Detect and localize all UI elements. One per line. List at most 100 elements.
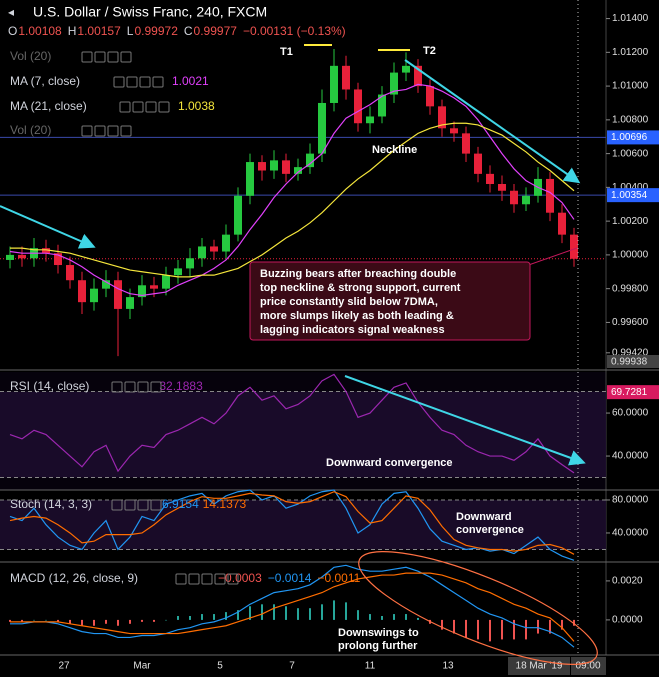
- y-tick-label: 1.00600: [612, 148, 649, 159]
- histogram-bar: [213, 614, 215, 620]
- y-tick-label: 0.99600: [612, 317, 649, 328]
- histogram-bar: [201, 614, 203, 620]
- level-label: 1.00696: [611, 132, 648, 143]
- legend-icon: [137, 499, 149, 511]
- legend-icon: [227, 573, 239, 585]
- chart-title: U.S. Dollar / Swiss Franc, 240, FXCM: [33, 4, 267, 20]
- annotation: Neckline: [372, 144, 417, 156]
- histogram-bar: [513, 619, 515, 640]
- y-tick-label: 1.01200: [612, 47, 649, 58]
- candle-body: [306, 153, 314, 168]
- histogram-bar: [165, 619, 167, 621]
- candle-body: [342, 65, 350, 90]
- histogram-bar: [465, 619, 467, 638]
- ma-line: [10, 122, 575, 278]
- histogram-bar: [141, 619, 143, 622]
- candle-body: [438, 106, 446, 129]
- legend-icon: [124, 381, 136, 393]
- histogram-bar: [405, 614, 407, 620]
- indicator-line: [10, 564, 575, 648]
- legend-icon: [124, 499, 136, 511]
- histogram-bar: [549, 619, 551, 634]
- callout-box: [249, 261, 531, 341]
- legend-icon: [188, 573, 200, 585]
- histogram-bar: [21, 619, 23, 622]
- legend-text: H: [68, 24, 77, 38]
- legend-text: L: [127, 24, 134, 38]
- annotation: T1: [280, 46, 293, 58]
- crosshair-label: 0.99938: [611, 357, 648, 368]
- time-label: 09:00: [575, 661, 600, 672]
- candle-body: [222, 234, 230, 252]
- histogram-bar: [321, 604, 323, 620]
- y-tick-label: 40.0000: [612, 528, 649, 539]
- candle-body: [6, 254, 14, 260]
- legend-icon: [201, 573, 213, 585]
- y-tick-label: 40.0000: [612, 451, 649, 462]
- histogram-bar: [9, 619, 11, 622]
- histogram-bar: [489, 619, 491, 642]
- candle-body: [426, 86, 434, 107]
- legend-text: 6.9154: [162, 497, 199, 511]
- y-tick-label: 80.0000: [612, 495, 649, 506]
- legend-text: RSI (14, close): [10, 379, 89, 393]
- candle-body: [366, 116, 374, 124]
- histogram-bar: [81, 619, 83, 626]
- candle-body: [174, 268, 182, 276]
- histogram-bar: [381, 616, 383, 620]
- candle-body: [282, 160, 290, 174]
- candle-body: [414, 65, 422, 87]
- candle-body: [42, 248, 50, 254]
- band-fill: [0, 499, 606, 550]
- legend-icon: [158, 101, 170, 113]
- candle-body: [570, 234, 578, 259]
- crosshair-box: [607, 355, 659, 368]
- candle-body: [186, 258, 194, 269]
- x-tick-label: Mar: [133, 661, 151, 672]
- candle-body: [54, 253, 62, 266]
- legend-text: −0.0014: [268, 571, 312, 585]
- legend-icon: [132, 101, 144, 113]
- histogram-bar: [309, 608, 311, 620]
- legend-text: −0.0011: [317, 571, 360, 585]
- callout-text: top neckline & strong support, current: [260, 282, 461, 294]
- histogram-bar: [525, 619, 527, 640]
- legend-icon: [111, 381, 123, 393]
- legend-text: O: [8, 24, 17, 38]
- level-label: 1.00354: [611, 190, 648, 201]
- price-axis: [606, 0, 659, 677]
- legend-icon: [113, 76, 125, 88]
- legend-text: C: [184, 24, 193, 38]
- histogram-bar: [129, 619, 131, 624]
- candle-body: [558, 212, 566, 235]
- legend-value: 1.0021: [172, 74, 209, 88]
- legend-icon: [94, 51, 106, 63]
- date-label: 18 Mar '19: [516, 661, 563, 672]
- histogram-bar: [69, 619, 71, 624]
- trend-arrow: [0, 205, 96, 249]
- candle-body: [318, 102, 326, 154]
- candle-body: [462, 133, 470, 154]
- legend-icon: [107, 51, 119, 63]
- legend-text: Vol (20): [10, 123, 51, 137]
- histogram-bar: [297, 608, 299, 620]
- legend-icon: [107, 125, 119, 137]
- legend-text: −0.0003: [218, 571, 262, 585]
- legend-icon: [150, 499, 162, 511]
- legend-icon: [145, 101, 157, 113]
- y-tick-label: 60.0000: [612, 408, 649, 419]
- marker-box: [607, 385, 659, 400]
- legend-text: 14.1373: [203, 497, 247, 511]
- annotation: Downswings to: [338, 627, 419, 639]
- histogram-bar: [153, 619, 155, 622]
- candle-body: [66, 265, 74, 281]
- histogram-bar: [105, 619, 107, 624]
- histogram-bar: [261, 604, 263, 620]
- x-tick-label: 7: [289, 661, 295, 672]
- histogram-bar: [477, 619, 479, 640]
- candle-body: [378, 94, 386, 117]
- level-box: [607, 188, 659, 203]
- legend-icon: [120, 51, 132, 63]
- histogram-bar: [345, 602, 347, 620]
- ma-line: [9, 83, 575, 297]
